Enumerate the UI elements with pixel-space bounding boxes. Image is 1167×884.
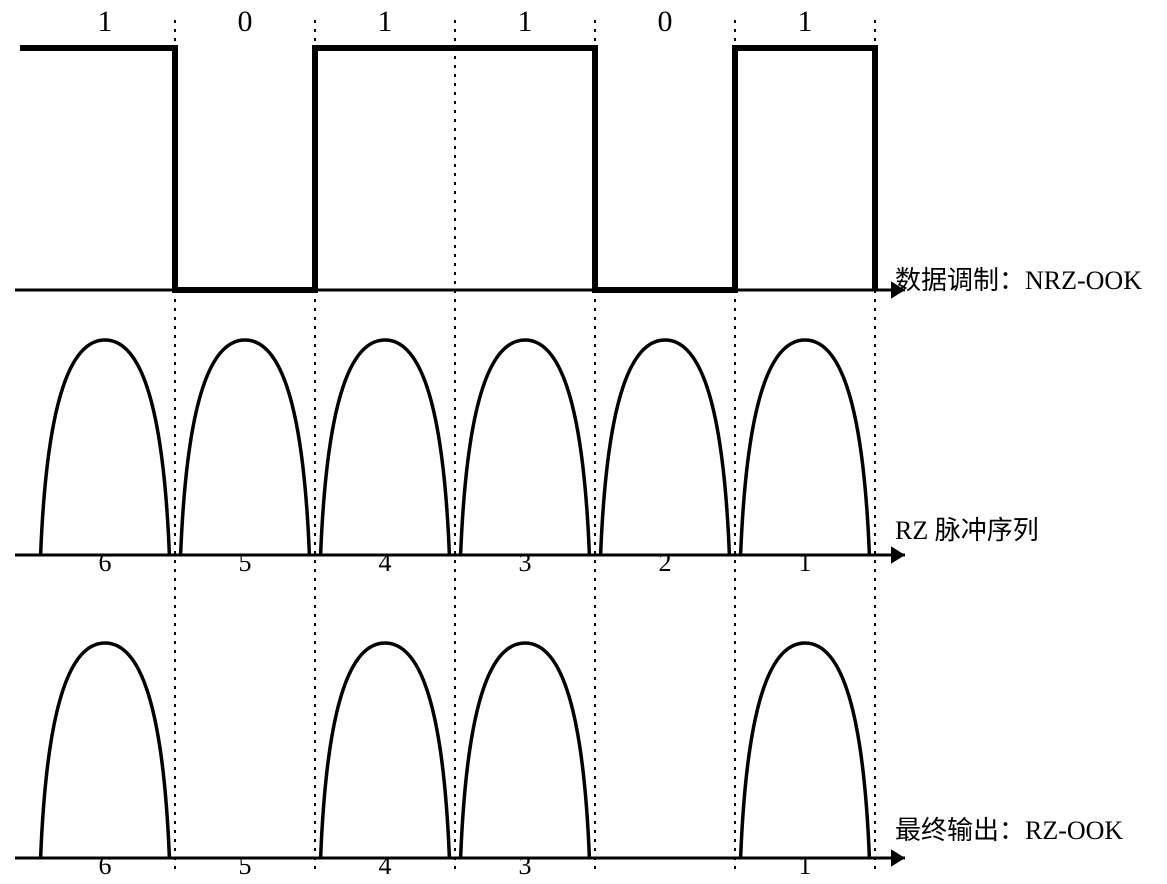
out-num-2: 4 — [370, 851, 400, 881]
bit-label-0: 1 — [85, 5, 125, 39]
out-num-3: 3 — [510, 851, 540, 881]
nrz-label: 数据调制：NRZ-OOK — [895, 260, 1142, 297]
diagram-canvas: 101101数据调制：NRZ-OOKRZ 脉冲序列最终输出：RZ-OOK6543… — [10, 10, 1157, 874]
out-num-0: 6 — [90, 851, 120, 881]
rz-num-4: 2 — [650, 548, 680, 578]
rz-num-5: 1 — [790, 548, 820, 578]
diagram-svg — [10, 10, 1157, 874]
rz-label: RZ 脉冲序列 — [895, 510, 1039, 547]
rz-num-1: 5 — [230, 548, 260, 578]
bit-label-5: 1 — [785, 5, 825, 39]
out-num-5: 1 — [790, 851, 820, 881]
bit-label-1: 0 — [225, 5, 265, 39]
bit-label-2: 1 — [365, 5, 405, 39]
rz-num-0: 6 — [90, 548, 120, 578]
bit-label-4: 0 — [645, 5, 685, 39]
bit-label-3: 1 — [505, 5, 545, 39]
out-num-1: 5 — [230, 851, 260, 881]
out-label: 最终输出：RZ-OOK — [895, 810, 1123, 847]
rz-num-2: 4 — [370, 548, 400, 578]
rz-num-3: 3 — [510, 548, 540, 578]
